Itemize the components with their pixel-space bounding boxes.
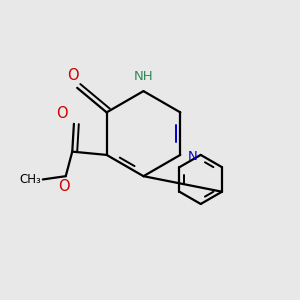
Text: N: N <box>188 150 197 163</box>
Text: O: O <box>58 179 70 194</box>
Text: CH₃: CH₃ <box>20 173 41 186</box>
Text: O: O <box>68 68 79 83</box>
Text: NH: NH <box>134 70 153 83</box>
Text: O: O <box>56 106 68 121</box>
